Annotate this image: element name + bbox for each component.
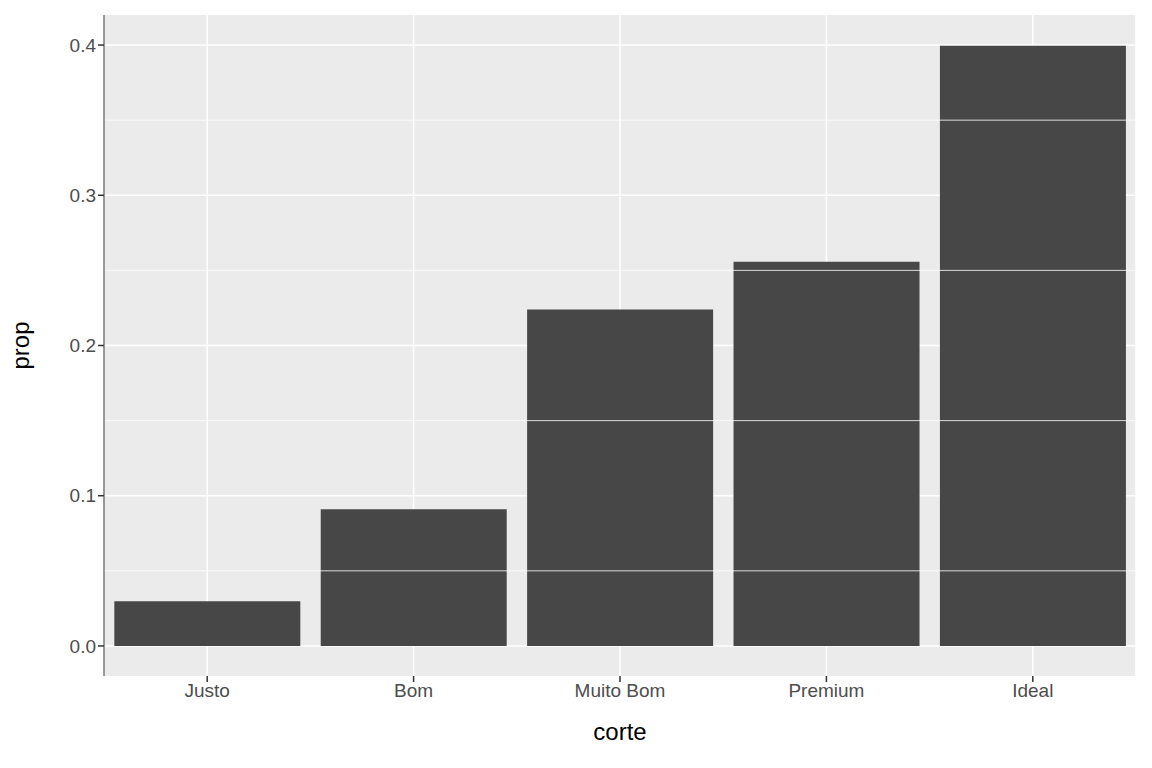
svg-text:0.4: 0.4 bbox=[70, 35, 97, 56]
svg-text:0.0: 0.0 bbox=[70, 636, 96, 657]
svg-text:Bom: Bom bbox=[394, 680, 433, 701]
svg-text:Muito Bom: Muito Bom bbox=[575, 680, 666, 701]
svg-text:Premium: Premium bbox=[788, 680, 864, 701]
svg-text:Ideal: Ideal bbox=[1012, 680, 1053, 701]
svg-text:Justo: Justo bbox=[184, 680, 229, 701]
svg-text:0.2: 0.2 bbox=[70, 335, 96, 356]
svg-text:corte: corte bbox=[593, 718, 646, 745]
svg-text:prop: prop bbox=[8, 321, 34, 369]
svg-text:0.1: 0.1 bbox=[70, 485, 96, 506]
svg-text:0.3: 0.3 bbox=[70, 185, 96, 206]
